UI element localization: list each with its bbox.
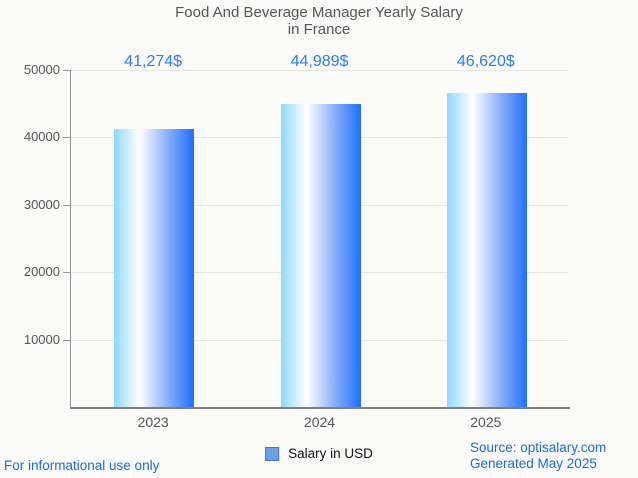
salary-bar[interactable] [114,128,195,407]
y-tick-label: 50000 [23,62,60,77]
chart-title: Food And Beverage Manager Yearly Salary … [0,4,638,38]
y-axis-tick [63,137,70,139]
chart-title-line2: in France [287,21,351,38]
y-axis-tick [63,204,70,206]
source-block: Source: optisalary.com Generated May 202… [470,440,606,472]
bar-value-label: 46,620$ [456,53,515,70]
y-tick-label: 30000 [23,196,60,212]
y-tick-label: 10000 [23,331,60,347]
y-tick-label: 20000 [23,264,60,280]
legend[interactable]: Salary in USD [265,446,373,461]
y-axis-tick [63,339,70,341]
x-tick-label: 2023 [137,414,169,430]
chart-title-line1: Food And Beverage Manager Yearly Salary [175,4,463,21]
gridline [71,70,568,71]
legend-label: Salary in USD [288,446,373,461]
salary-bar[interactable] [280,103,361,407]
x-tick-label: 2024 [303,414,336,430]
y-axis-tick [63,272,70,274]
salary-bar[interactable] [446,92,527,407]
bar-value-label: 41,274$ [124,53,183,70]
plot-area [63,70,570,409]
generated-text: Generated May 2025 [470,456,597,471]
disclaimer-text: For informational use only [4,458,160,473]
y-tick-label: 40000 [23,129,60,145]
y-axis-tick [63,70,70,71]
source-link[interactable]: Source: optisalary.com [470,440,607,455]
bar-value-label: 44,989$ [290,53,349,70]
x-tick-label: 2025 [470,414,502,430]
legend-swatch-icon [265,446,280,461]
